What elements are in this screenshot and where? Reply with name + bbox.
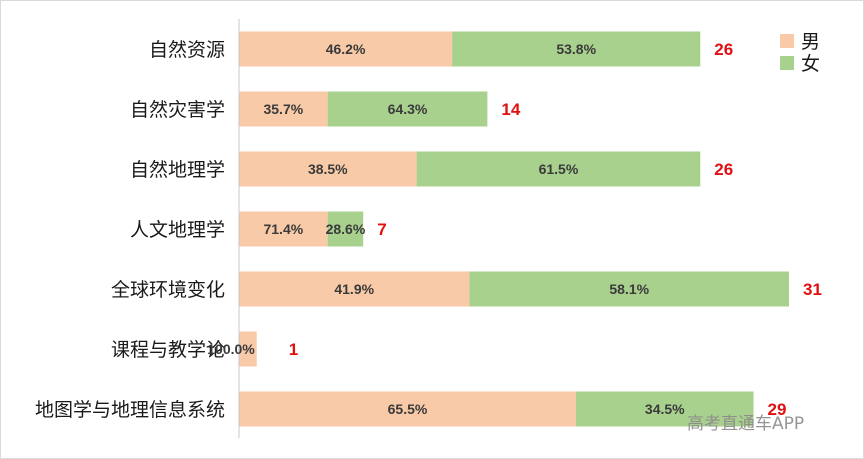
- bar-female: [469, 271, 789, 307]
- total-label: 31: [803, 280, 822, 299]
- category-label: 人文地理学: [130, 219, 225, 241]
- bar-female: [416, 151, 701, 187]
- bar-female: [576, 391, 754, 427]
- total-label: 26: [714, 160, 733, 179]
- data-label-male: 65.5%: [388, 401, 428, 417]
- total-label: 1: [289, 340, 298, 359]
- category-label: 课程与教学论: [111, 339, 225, 361]
- data-label-male: 35.7%: [263, 101, 303, 117]
- legend-swatch-male: [780, 34, 794, 48]
- data-label-male: 41.9%: [334, 281, 374, 297]
- bar-male: [239, 211, 328, 247]
- bar-female: [452, 31, 701, 67]
- bar-male: [239, 31, 453, 67]
- watermark-text: 高考直通车APP: [687, 414, 804, 434]
- bar-male: [239, 331, 257, 367]
- total-label: 14: [501, 100, 520, 119]
- category-label: 自然地理学: [130, 159, 225, 181]
- bar-male: [239, 391, 577, 427]
- bar-male: [239, 91, 328, 127]
- bar-female: [327, 211, 364, 247]
- category-label: 自然灾害学: [130, 99, 225, 121]
- data-label-female: 61.5%: [539, 161, 579, 177]
- category-label: 自然资源: [149, 39, 225, 61]
- labels-layer: 自然资源 46.2% 53.8% 26 自然灾害学 35.7% 64.3% 14 自然地理学 38…: [35, 39, 822, 421]
- data-label-female: 64.3%: [388, 101, 428, 117]
- data-label-male: 46.2%: [326, 41, 366, 57]
- legend: 男 女: [780, 31, 820, 75]
- total-label: 26: [714, 40, 733, 59]
- legend-label-male: 男: [801, 31, 820, 53]
- data-label-female: 34.5%: [645, 401, 685, 417]
- data-label-female: 28.6%: [326, 221, 366, 237]
- bar-female: [327, 91, 488, 127]
- data-label-male: 38.5%: [308, 161, 348, 177]
- data-label-female: 58.1%: [609, 281, 649, 297]
- legend-label-female: 女: [801, 53, 820, 75]
- category-label: 全球环境变化: [111, 279, 225, 301]
- data-label-male: 100.0%: [207, 341, 255, 357]
- data-label-female: 53.8%: [556, 41, 596, 57]
- total-label: 7: [377, 220, 386, 239]
- data-label-male: 71.4%: [263, 221, 303, 237]
- legend-swatch-female: [780, 56, 794, 70]
- bars-layer: [239, 31, 789, 427]
- bar-male: [239, 271, 470, 307]
- bar-male: [239, 151, 417, 187]
- total-label: 29: [768, 400, 787, 419]
- category-label: 地图学与地理信息系统: [35, 399, 225, 421]
